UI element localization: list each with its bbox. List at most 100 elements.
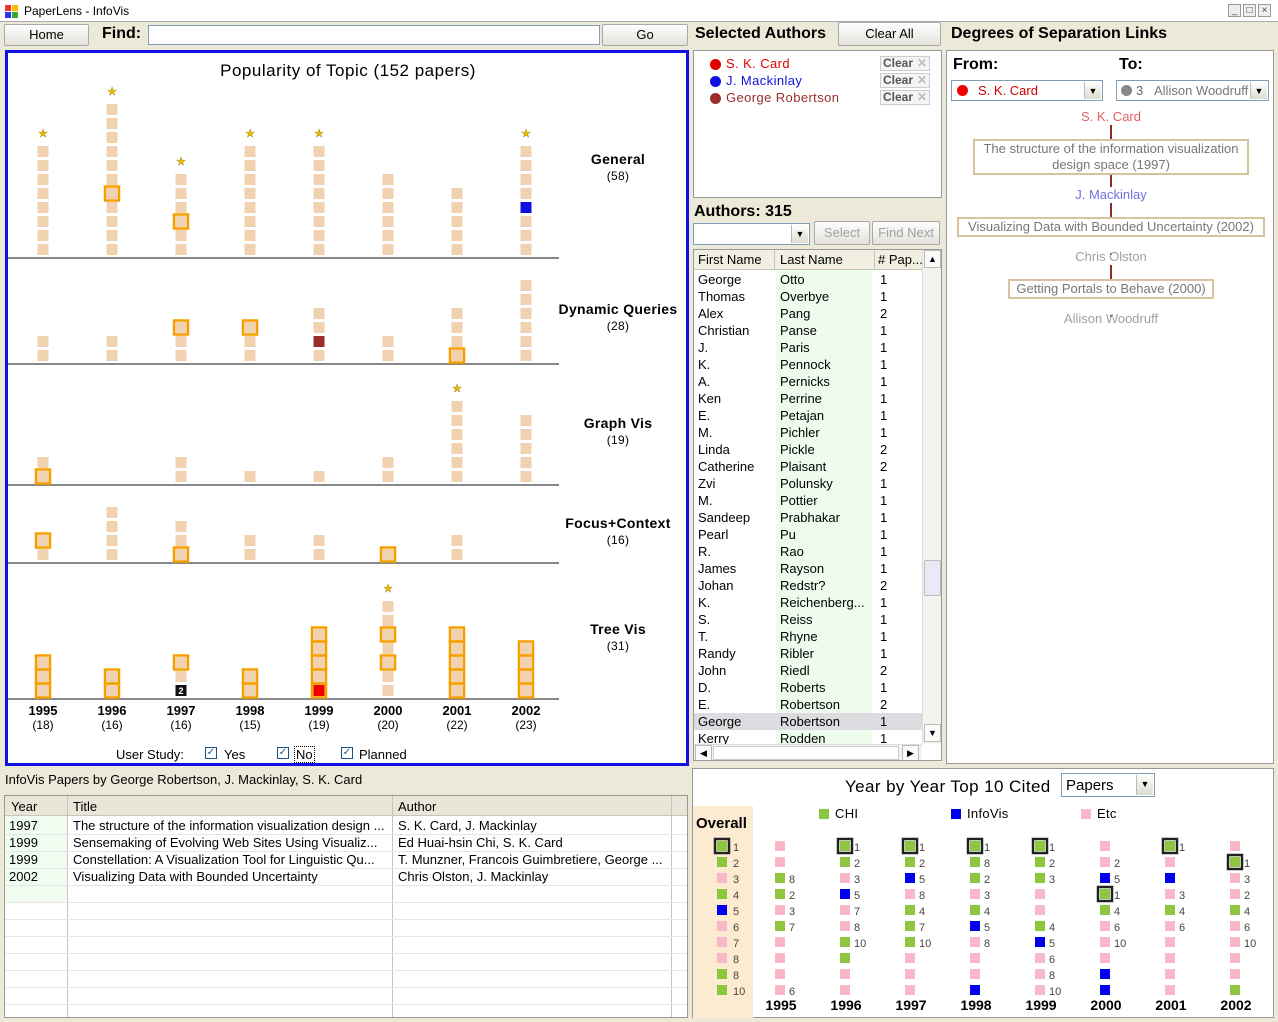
paper-square[interactable]	[106, 244, 118, 255]
paper-square[interactable]	[451, 643, 463, 654]
paper-square[interactable]	[382, 615, 394, 626]
cited-square[interactable]	[717, 873, 727, 883]
yes-checkbox[interactable]: ✓	[205, 747, 217, 759]
cited-square[interactable]	[717, 921, 727, 931]
paper-square[interactable]	[451, 188, 463, 199]
cited-square[interactable]	[1230, 857, 1240, 867]
cited-square[interactable]	[905, 857, 915, 867]
paper-square[interactable]	[313, 350, 325, 361]
paper-square[interactable]	[37, 457, 49, 468]
paper-square[interactable]	[520, 294, 532, 305]
paper-square[interactable]	[451, 322, 463, 333]
cited-square[interactable]	[1035, 969, 1045, 979]
cited-square[interactable]	[1035, 953, 1045, 963]
cited-square[interactable]	[905, 873, 915, 883]
cited-square[interactable]	[717, 953, 727, 963]
paper-row[interactable]: 1999 Constellation: A Visualization Tool…	[5, 851, 671, 868]
paper-square[interactable]	[106, 535, 118, 546]
paper-square[interactable]	[313, 146, 325, 157]
chain-paper[interactable]: Visualizing Data with Bounded Uncertaint…	[957, 217, 1265, 237]
paper-square[interactable]	[106, 104, 118, 115]
author-search-combo[interactable]: ▼	[693, 223, 810, 245]
paper-square[interactable]	[520, 443, 532, 454]
paper-square[interactable]	[451, 471, 463, 482]
cited-square[interactable]	[1035, 873, 1045, 883]
paper-square[interactable]	[37, 146, 49, 157]
paper-square[interactable]	[520, 429, 532, 440]
paper-square[interactable]	[382, 601, 394, 612]
paper-square[interactable]	[382, 629, 394, 640]
home-button[interactable]: Home	[4, 24, 89, 46]
cited-square[interactable]	[1100, 905, 1110, 915]
paper-square[interactable]	[313, 188, 325, 199]
paper-square[interactable]	[313, 216, 325, 227]
cited-square[interactable]	[970, 841, 980, 851]
paper-square[interactable]	[175, 521, 187, 532]
paper-square[interactable]	[520, 457, 532, 468]
author-row[interactable]: George Otto 1	[694, 271, 922, 288]
paper-square[interactable]	[37, 535, 49, 546]
col-last-name[interactable]: Last Name	[780, 252, 843, 267]
paper-square[interactable]	[244, 202, 256, 213]
paper-square[interactable]	[451, 415, 463, 426]
paper-square[interactable]	[37, 685, 49, 696]
paper-square[interactable]	[106, 146, 118, 157]
paper-square[interactable]	[244, 230, 256, 241]
cited-chart[interactable]: 1234567881082376123578101258471018234581…	[693, 769, 1273, 1017]
paper-square[interactable]	[106, 160, 118, 171]
paper-square[interactable]	[175, 202, 187, 213]
paper-square[interactable]	[451, 629, 463, 640]
paper-square[interactable]	[175, 685, 187, 696]
cited-square[interactable]	[1100, 937, 1110, 947]
paper-square[interactable]	[451, 457, 463, 468]
topic-label[interactable]: Graph Vis (19)	[553, 415, 683, 447]
paper-square[interactable]	[244, 244, 256, 255]
chain-author[interactable]: Allison Woodruff	[1063, 311, 1159, 326]
cited-square[interactable]	[840, 985, 850, 995]
cited-square[interactable]	[775, 985, 785, 995]
paper-square[interactable]	[313, 671, 325, 682]
paper-square[interactable]	[382, 230, 394, 241]
paper-square[interactable]	[37, 230, 49, 241]
cited-square[interactable]	[717, 985, 727, 995]
paper-square[interactable]	[37, 160, 49, 171]
paper-square[interactable]	[451, 401, 463, 412]
chain-paper[interactable]: The structure of the information visuali…	[973, 139, 1249, 175]
author-row[interactable]: J. Paris 1	[694, 339, 922, 356]
paper-square[interactable]	[244, 671, 256, 682]
go-button[interactable]: Go	[602, 24, 688, 46]
paper-square[interactable]	[520, 174, 532, 185]
paper-square[interactable]	[244, 549, 256, 560]
cited-square[interactable]	[905, 953, 915, 963]
author-row[interactable]: John Riedl 2	[694, 662, 922, 679]
paper-square[interactable]	[106, 549, 118, 560]
cited-square[interactable]	[1100, 953, 1110, 963]
close-icon[interactable]: ×	[1258, 4, 1271, 17]
scroll-thumb[interactable]	[924, 560, 941, 596]
paper-square[interactable]	[37, 657, 49, 668]
paper-square[interactable]	[313, 685, 325, 696]
paper-square[interactable]	[451, 549, 463, 560]
paper-square[interactable]	[520, 336, 532, 347]
select-button[interactable]: Select	[814, 221, 870, 245]
cited-square[interactable]	[905, 889, 915, 899]
cited-square[interactable]	[970, 969, 980, 979]
planned-checkbox[interactable]: ✓	[341, 747, 353, 759]
cited-square[interactable]	[717, 905, 727, 915]
cited-square[interactable]	[775, 905, 785, 915]
topic-label[interactable]: General (58)	[553, 151, 683, 183]
cited-square[interactable]	[840, 889, 850, 899]
clear-author-button[interactable]: Clear ✕	[880, 90, 930, 105]
paper-square[interactable]	[520, 280, 532, 291]
cited-square[interactable]	[840, 937, 850, 947]
paper-square[interactable]	[175, 216, 187, 227]
paper-square[interactable]	[313, 535, 325, 546]
cited-square[interactable]	[1035, 905, 1045, 915]
author-row[interactable]: Thomas Overbye 1	[694, 288, 922, 305]
cited-square[interactable]	[1230, 873, 1240, 883]
paper-square[interactable]	[451, 429, 463, 440]
paper-square[interactable]	[313, 174, 325, 185]
paper-square[interactable]	[382, 188, 394, 199]
paper-square[interactable]	[382, 336, 394, 347]
cited-square[interactable]	[1035, 985, 1045, 995]
